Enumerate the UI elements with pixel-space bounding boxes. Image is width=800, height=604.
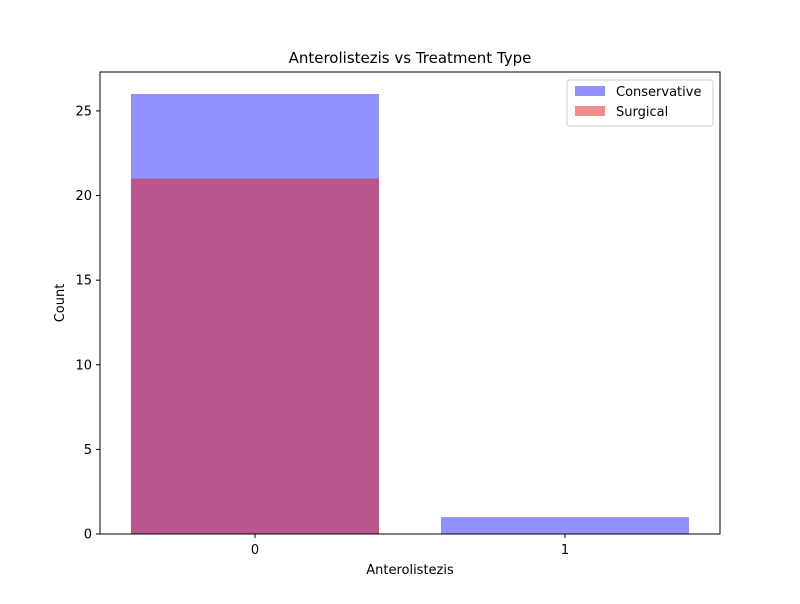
bars-layer — [131, 94, 689, 534]
legend-swatch-conservative — [575, 86, 605, 96]
y-axis-label: Count — [53, 284, 68, 323]
y-tick-label: 10 — [75, 358, 92, 373]
y-axis-ticks: 0 5 10 15 20 25 — [75, 104, 100, 543]
y-tick-label: 5 — [84, 443, 92, 458]
bar-surgical-0 — [131, 178, 379, 534]
legend-swatch-surgical — [575, 106, 605, 116]
x-tick-label: 1 — [561, 543, 569, 558]
y-tick-label: 20 — [75, 189, 92, 204]
legend-label-conservative: Conservative — [616, 85, 701, 100]
plot-frame — [99, 71, 721, 535]
x-tick-label: 0 — [251, 543, 259, 558]
y-tick-label: 15 — [75, 274, 92, 289]
bar-conservative-1 — [441, 517, 689, 534]
y-tick-label: 0 — [84, 528, 92, 543]
y-tick-label: 25 — [75, 104, 92, 119]
legend: Conservative Surgical — [566, 79, 714, 127]
x-axis-label: Anterolistezis — [366, 563, 454, 578]
legend-label-surgical: Surgical — [616, 105, 668, 120]
chart-title: Anterolistezis vs Treatment Type — [289, 49, 532, 67]
